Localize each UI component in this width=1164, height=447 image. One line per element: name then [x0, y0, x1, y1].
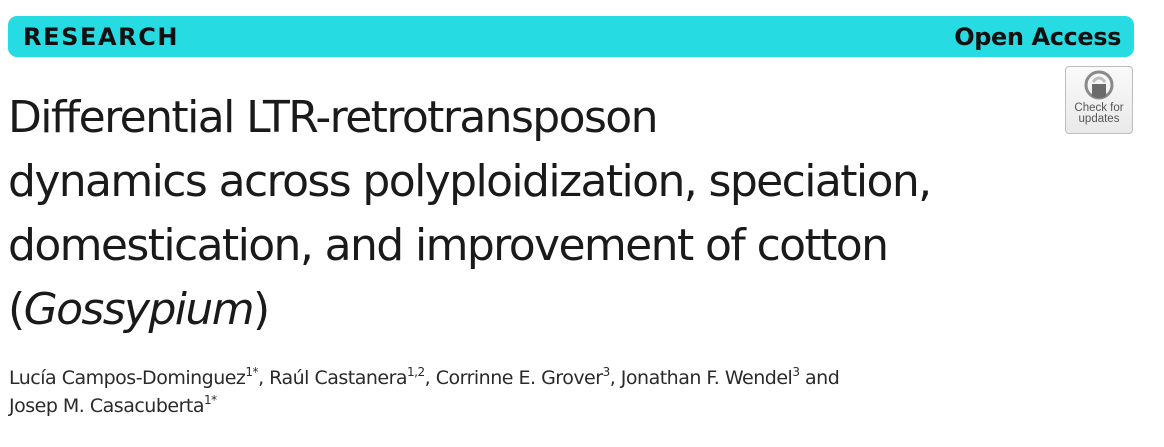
title-genus: Gossypium	[23, 284, 255, 335]
title-line-4: (Gossypium)	[8, 278, 1058, 342]
author-line-2: Josep M. Casacuberta1*	[9, 392, 1109, 420]
author-name[interactable]: Josep M. Casacuberta	[9, 395, 204, 417]
title-line-1: Differential LTR-retrotransposon	[8, 92, 658, 143]
title-line-3: domestication, and improvement of cotton	[8, 220, 889, 271]
check-for-updates-badge[interactable]: Check for updates	[1065, 66, 1133, 134]
author-separator: and	[799, 367, 840, 389]
title-paren-close: )	[252, 284, 270, 335]
author-affiliation: 1*	[203, 393, 217, 407]
author-line-1: Lucía Campos-Dominguez1*, Raúl Castanera…	[9, 364, 1109, 392]
author-separator: ,	[258, 367, 270, 389]
check-for-updates-icon	[1084, 70, 1114, 100]
author-name[interactable]: Raúl Castanera	[269, 367, 408, 389]
author-affiliation: 1*	[245, 365, 259, 379]
check-for-updates-line2: updates	[1078, 113, 1120, 125]
author-separator: ,	[609, 367, 621, 389]
title-line-2: dynamics across polyploidization, specia…	[8, 156, 932, 207]
check-for-updates-line1: Check for	[1074, 102, 1124, 114]
open-access-label[interactable]: Open Access	[954, 22, 1121, 51]
author-affiliation: 1,2	[407, 365, 425, 379]
author-affiliation: 3	[792, 365, 800, 379]
author-affiliation: 3	[602, 365, 611, 379]
check-for-updates-text: Check for updates	[1074, 102, 1124, 125]
article-type-label: RESEARCH	[23, 22, 180, 51]
author-name[interactable]: Lucía Campos-Dominguez	[9, 367, 246, 389]
author-name[interactable]: Jonathan F. Wendel	[620, 367, 793, 389]
article-type-banner: RESEARCH Open Access	[8, 16, 1134, 57]
article-title: Differential LTR-retrotransposon dynamic…	[8, 86, 1058, 342]
author-separator: ,	[424, 367, 436, 389]
author-list: Lucía Campos-Dominguez1*, Raúl Castanera…	[9, 364, 1109, 420]
author-name[interactable]: Corrinne E. Grover	[435, 367, 603, 389]
title-paren-open: (	[8, 284, 25, 335]
